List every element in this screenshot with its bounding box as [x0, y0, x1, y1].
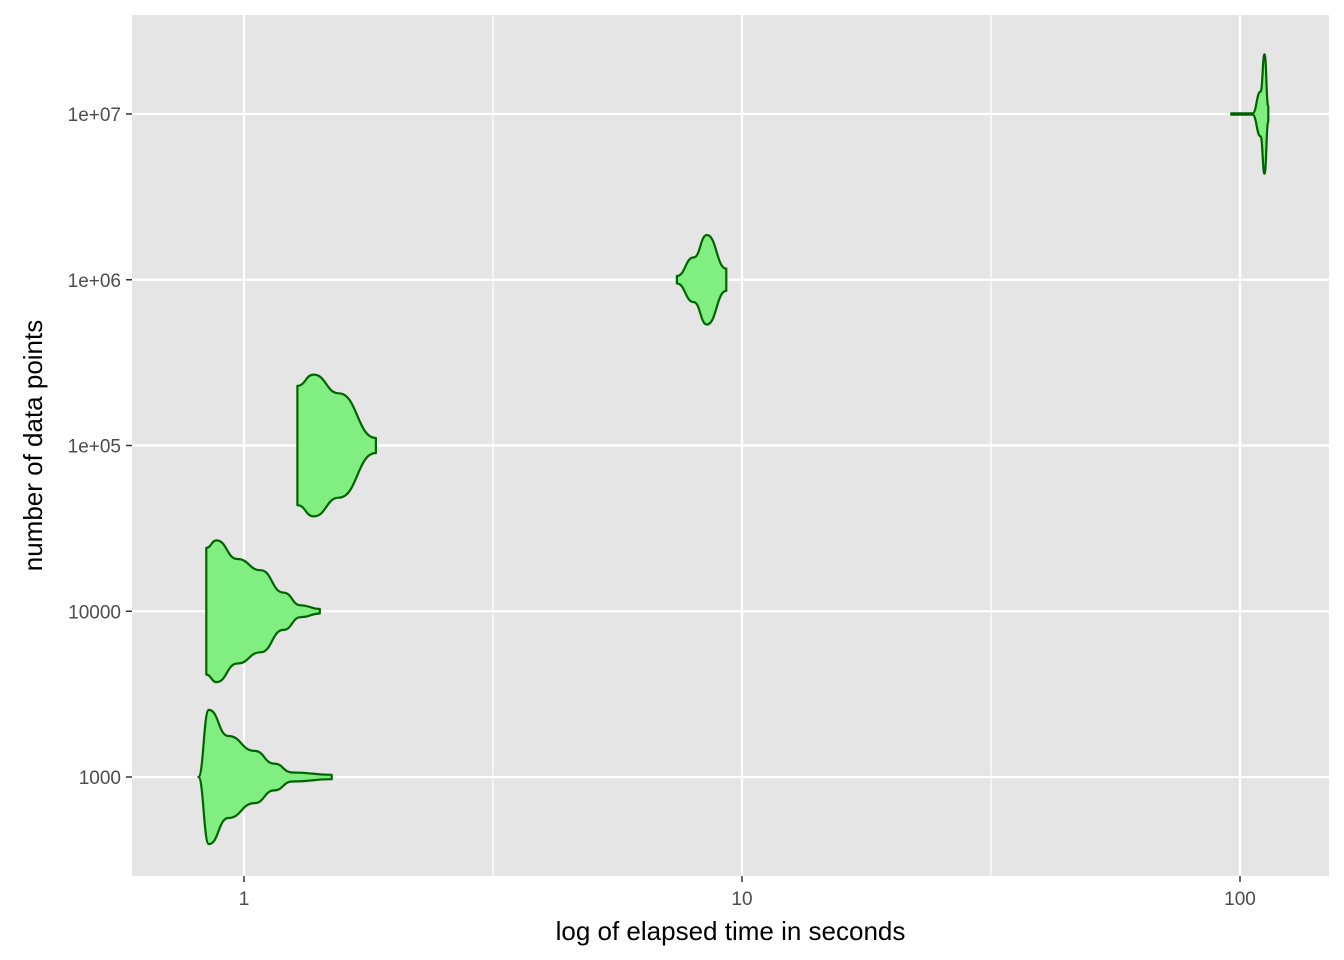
axis-ticks: 1 10 100 1000 10000 1e+05 1e+06 1e+07 — [68, 105, 1256, 910]
violin-n-10000000 — [1230, 53, 1270, 175]
y-tick-label: 10000 — [68, 602, 121, 623]
x-axis-title: log of elapsed time in seconds — [556, 916, 906, 946]
violin-n-10000 — [205, 539, 321, 684]
y-axis-title: number of data points — [18, 320, 48, 572]
x-tick-label: 100 — [1224, 889, 1256, 910]
y-tick-label: 1e+07 — [68, 105, 121, 126]
violin-n-100000 — [296, 373, 377, 518]
x-tick-label: 10 — [731, 889, 752, 910]
x-tick-label: 1 — [239, 889, 250, 910]
y-tick-label: 1000 — [79, 768, 121, 789]
violin-n-1000000 — [675, 233, 728, 326]
violin-n-1000 — [197, 708, 333, 846]
violins — [197, 53, 1270, 846]
y-tick-label: 1e+06 — [68, 271, 121, 292]
y-tick-label: 1e+05 — [68, 437, 121, 458]
